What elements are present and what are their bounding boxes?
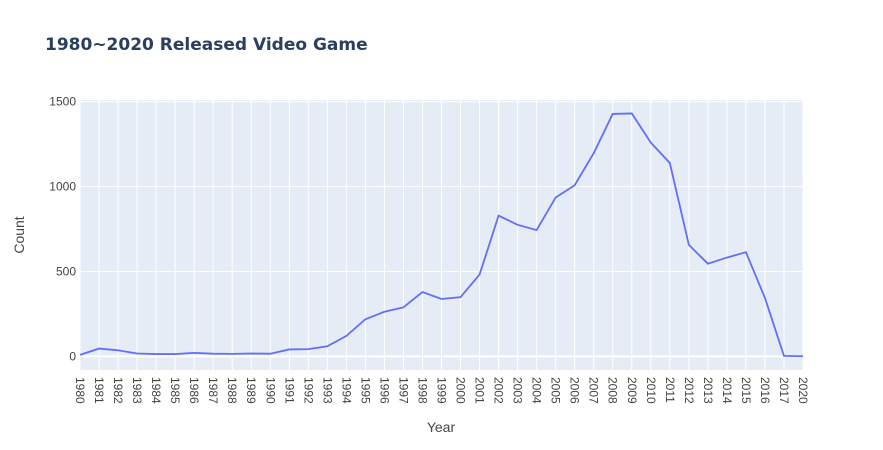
x-tick-label: 2011 (663, 377, 677, 403)
x-tick-label: 1999 (435, 377, 449, 404)
x-tick-label: 1995 (358, 377, 372, 404)
y-tick-label: 1500 (49, 95, 76, 109)
x-tick-label: 1992 (301, 377, 315, 404)
x-tick-label: 2009 (625, 377, 639, 404)
x-tick-label: 2006 (568, 377, 582, 404)
x-tick-label: 2005 (549, 377, 563, 404)
x-tick-label: 2015 (739, 377, 753, 404)
y-axis-title: Count (11, 216, 27, 253)
x-tick-label: 2001 (473, 377, 487, 404)
x-tick-label: 1984 (149, 377, 163, 404)
y-tick-label: 1000 (49, 180, 76, 194)
x-tick-label: 2013 (701, 377, 715, 404)
x-tick-label: 2003 (511, 377, 525, 404)
y-axis-ticks: 0 500 1000 1500 (49, 95, 76, 364)
y-tick-label: 500 (56, 265, 76, 279)
x-tick-label: 2014 (720, 377, 734, 404)
x-tick-label: 1981 (92, 377, 106, 404)
x-tick-label: 2020 (796, 377, 810, 404)
x-tick-label: 1990 (263, 377, 277, 404)
x-tick-label: 2004 (530, 377, 544, 404)
series-line (79, 112, 804, 358)
x-axis-ticks: 1980 1981 1982 1983 1984 1985 1986 1987 1988 1989… (73, 377, 810, 404)
x-tick-label: 1988 (225, 377, 239, 404)
x-tick-label: 2008 (606, 377, 620, 404)
x-tick-label: 1997 (396, 377, 410, 404)
x-tick-label: 1991 (282, 377, 296, 404)
x-tick-label: 1993 (320, 377, 334, 404)
x-tick-label: 2010 (644, 377, 658, 404)
y-tick-label: 0 (69, 349, 76, 363)
x-tick-label: 1987 (206, 377, 220, 404)
x-tick-label: 2012 (682, 377, 696, 404)
x-tick-label: 1996 (377, 377, 391, 404)
x-axis-title: Year (427, 419, 456, 435)
x-tick-label: 1994 (339, 377, 353, 404)
x-tick-label: 2000 (454, 377, 468, 404)
x-tick-label: 1998 (415, 377, 429, 404)
x-tick-label: 1985 (168, 377, 182, 404)
x-tick-label: 1980 (73, 377, 87, 404)
chart-title: 1980~2020 Released Video Game (45, 35, 368, 55)
x-tick-label: 1989 (244, 377, 258, 404)
x-tick-label: 1983 (130, 377, 144, 404)
gridlines (79, 100, 804, 370)
x-tick-label: 2016 (758, 377, 772, 404)
x-tick-label: 1982 (111, 377, 125, 404)
x-tick-label: 2002 (492, 377, 506, 404)
x-tick-label: 2007 (587, 377, 601, 404)
x-tick-label: 2017 (777, 377, 791, 404)
x-tick-label: 1986 (187, 377, 201, 404)
